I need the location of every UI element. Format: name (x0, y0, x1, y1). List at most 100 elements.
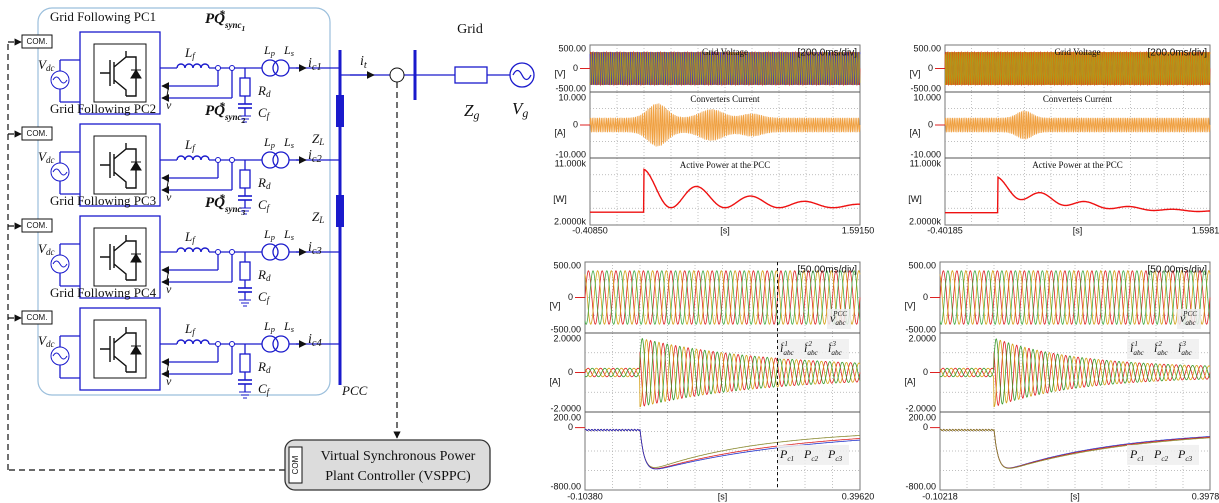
igbt (100, 235, 137, 281)
label-part: R (257, 83, 266, 98)
label-part: PCC (1182, 310, 1197, 318)
label-part: s (291, 49, 294, 58)
label-part: 1 (242, 24, 246, 33)
resistor (239, 353, 251, 373)
source-wave (52, 352, 68, 360)
converter-title: Grid Following PC2 (50, 101, 156, 116)
label: PQsync1 * (205, 9, 245, 33)
label-part: c3 (1185, 455, 1192, 463)
label-part: p (270, 49, 275, 58)
label-part: L (283, 319, 291, 333)
unit-label: [V] (549, 300, 560, 310)
axis-label: 0 (568, 367, 573, 377)
ground (239, 115, 251, 123)
source-wave (512, 69, 532, 81)
com-label: COM. (27, 313, 48, 322)
ground (239, 207, 251, 215)
transformer (261, 335, 279, 353)
resistor (239, 77, 251, 97)
transformer (272, 151, 290, 169)
label-part: R (257, 267, 266, 282)
axis-label: 500.00 (908, 260, 936, 270)
label-part: c3 (835, 455, 842, 463)
label-part: sync (224, 20, 242, 30)
converter-title: Grid Following PC4 (50, 285, 157, 300)
label-part: L (263, 319, 271, 333)
com-box (21, 218, 53, 233)
axis-label: 500.00 (558, 43, 586, 53)
waveform (939, 340, 1211, 407)
controller-title: Plant Controller (VSPPC) (325, 469, 471, 484)
waveform (939, 270, 1211, 325)
ground (239, 299, 251, 307)
com-box (21, 126, 53, 141)
switch-box (93, 319, 147, 379)
label: Vdc (38, 333, 55, 349)
label-part: V (38, 57, 48, 72)
label-part: P (827, 447, 836, 461)
axis-label: 0 (928, 119, 933, 129)
x-label: -0.10380 (567, 491, 603, 501)
current-sensor (389, 67, 405, 83)
label: Lp (263, 227, 275, 242)
waveform (944, 110, 1211, 140)
label: vabcPCC (830, 310, 847, 327)
label-part: * (219, 193, 225, 205)
label-part: f (192, 143, 196, 153)
x-label: [s] (718, 491, 728, 501)
plot-title: Converters Current (690, 94, 760, 104)
com-label: COM. (27, 37, 48, 46)
axis-label: 2.0000k (909, 216, 942, 226)
waveform (584, 270, 861, 325)
resistor (239, 261, 251, 281)
i-label: i (166, 84, 169, 98)
label-part: c3 (1179, 340, 1186, 348)
v-label: v (166, 282, 172, 296)
plot-title: Converters Current (1043, 94, 1113, 104)
axis-label: 0 (923, 292, 928, 302)
label: Pc2 (803, 447, 819, 463)
unit-label: [A] (904, 376, 915, 386)
axis-label: 10.000 (913, 92, 941, 102)
label-part: c1 (1131, 340, 1138, 348)
v-label: v (166, 190, 172, 204)
label: ic4 (308, 332, 323, 349)
label-part: i (308, 240, 312, 255)
label-part: p (270, 141, 275, 150)
axis-label: 500.00 (553, 260, 581, 270)
waveform (589, 51, 861, 86)
label-part: V (512, 99, 525, 118)
axis-label: 0 (568, 292, 573, 302)
com-box (288, 446, 303, 484)
label-part: d (266, 365, 271, 375)
label-part: c2 (811, 455, 818, 463)
label-part: PCC (832, 310, 847, 318)
label-part: L (263, 43, 271, 57)
label-part: v (1180, 311, 1186, 325)
node (215, 157, 221, 163)
label-part: i (1178, 341, 1181, 355)
converter-box (79, 31, 161, 115)
label: Pc3 (827, 447, 843, 463)
signal-tag (1175, 339, 1199, 359)
label: Lp (263, 135, 275, 150)
label-part: p (270, 325, 275, 334)
plot-title: Active Power at the PCC (1032, 160, 1123, 170)
label-part: abc (1157, 349, 1168, 357)
signal-tag (1127, 339, 1151, 359)
label-part: i (360, 54, 364, 69)
switch-box (93, 43, 147, 103)
label-part: t (364, 60, 368, 71)
label: Rd (257, 175, 271, 191)
label-part: c3 (312, 246, 322, 257)
label-part: f (192, 327, 196, 337)
igbt (100, 51, 137, 97)
x-label: [s] (1073, 225, 1083, 235)
axis-label: -500.00 (550, 324, 581, 334)
label-part: L (184, 321, 192, 336)
waveform (944, 51, 1211, 86)
converter-title: Grid Following PC3 (50, 193, 156, 208)
label-part: C (258, 197, 267, 212)
diode (130, 69, 142, 79)
label-part: L (318, 137, 324, 147)
